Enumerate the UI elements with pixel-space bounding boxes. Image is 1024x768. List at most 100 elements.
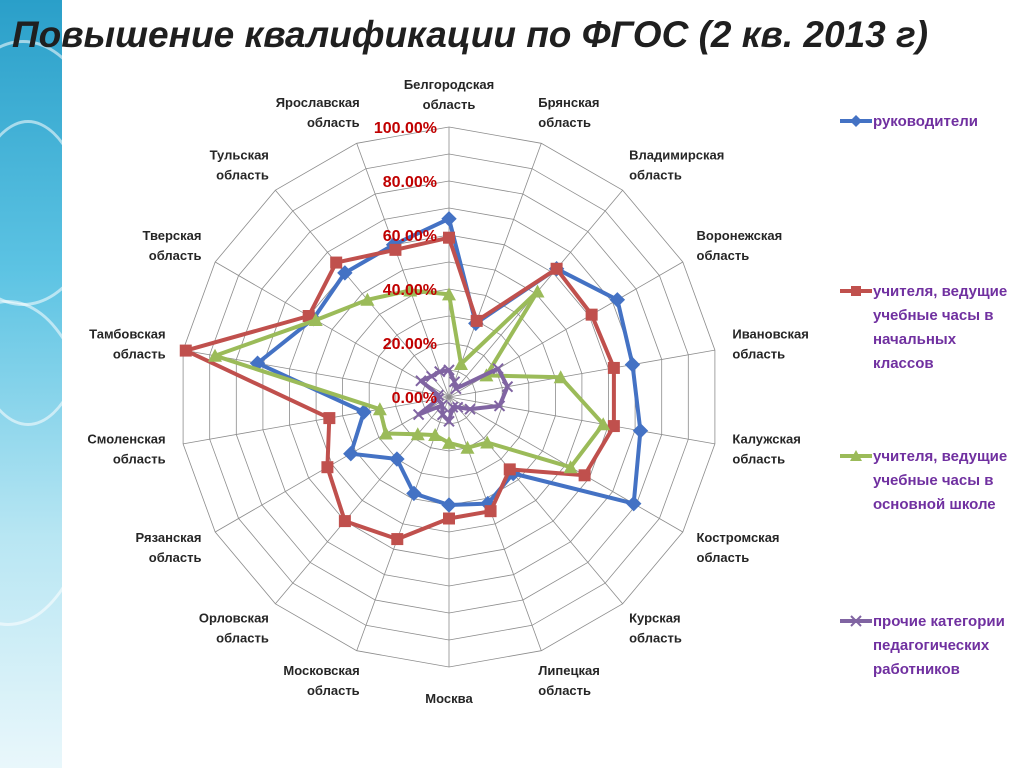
radial-tick-label: 80.00% xyxy=(383,174,437,191)
data-point xyxy=(415,375,427,387)
category-label: Владимирская область xyxy=(629,148,724,183)
data-point xyxy=(391,533,404,546)
data-point xyxy=(464,403,476,415)
category-label: Московская область xyxy=(283,663,359,698)
data-point xyxy=(443,512,455,525)
left-decorative-band xyxy=(0,0,62,768)
grid-spoke xyxy=(275,189,450,398)
grid-spoke xyxy=(356,143,450,398)
slide-title: Повышение квалификации по ФГОС (2 кв. 20… xyxy=(12,14,929,55)
radial-axis-ticks: 0.00% 20.00% 40.00% 60.00% 80.00% 100.00% xyxy=(374,120,437,407)
grid-spoke xyxy=(448,396,542,651)
data-point xyxy=(460,440,475,454)
data-point xyxy=(208,348,223,362)
data-point xyxy=(343,445,359,462)
data-point xyxy=(442,287,456,301)
data-point xyxy=(632,423,649,439)
data-point xyxy=(443,364,455,376)
data-point xyxy=(607,420,620,433)
category-label: Смоленская область xyxy=(87,431,165,466)
category-label: Воронежская область xyxy=(697,228,783,263)
data-point xyxy=(443,231,455,244)
data-point xyxy=(323,412,336,425)
data-point xyxy=(563,460,578,474)
category-label: Ивановская область xyxy=(732,327,808,362)
data-point xyxy=(360,292,375,306)
category-label: Ярославская область xyxy=(276,95,360,130)
legend-label: прочие категории педагогических работник… xyxy=(873,613,1005,678)
legend-marker xyxy=(840,615,872,627)
category-label: Тверская область xyxy=(143,228,202,263)
category-label: Москва xyxy=(425,691,473,706)
data-point xyxy=(406,485,422,502)
grid-spoke xyxy=(448,143,542,398)
data-point xyxy=(450,383,462,395)
data-point xyxy=(338,515,351,528)
data-point xyxy=(302,310,315,322)
data-point xyxy=(553,370,568,384)
grid-spoke xyxy=(448,349,715,398)
data-point xyxy=(425,370,438,383)
data-point xyxy=(442,435,456,449)
legend-marker xyxy=(840,450,872,461)
legend-marker xyxy=(840,286,872,296)
data-point xyxy=(492,362,504,375)
data-point xyxy=(451,401,464,414)
data-point xyxy=(179,344,192,357)
category-label: Орловская область xyxy=(199,610,269,645)
grid-spoke xyxy=(183,396,450,445)
legend-marker xyxy=(840,115,872,127)
data-point xyxy=(530,284,545,298)
data-point xyxy=(624,356,641,373)
grid-spoke xyxy=(448,396,623,605)
data-point xyxy=(356,404,372,420)
category-label: Тульская область xyxy=(210,148,269,183)
radial-tick-label: 0.00% xyxy=(392,390,437,407)
category-label: Рязанская область xyxy=(135,530,201,565)
category-label: Курская область xyxy=(629,610,682,645)
category-label: Липецкая область xyxy=(538,663,600,698)
data-point xyxy=(503,463,516,476)
data-point xyxy=(607,361,620,374)
data-point xyxy=(432,389,445,401)
data-point xyxy=(446,401,459,413)
category-label: Белгородская область xyxy=(404,77,494,112)
data-point xyxy=(432,393,445,405)
data-point xyxy=(501,380,514,393)
grid-spoke xyxy=(275,396,450,605)
legend-label: учителя, ведущие учебные часы в начальны… xyxy=(873,283,1008,372)
data-point xyxy=(337,265,353,281)
category-label: Тамбовская область xyxy=(89,327,165,362)
data-point xyxy=(330,256,343,269)
data-point xyxy=(470,314,483,327)
data-point xyxy=(480,435,495,449)
data-point xyxy=(434,365,446,378)
data-point xyxy=(389,243,402,256)
radial-tick-label: 100.00% xyxy=(374,120,437,137)
data-point xyxy=(436,409,449,421)
data-point xyxy=(578,469,591,482)
legend-label: руководители xyxy=(873,113,978,130)
data-point xyxy=(441,497,457,513)
category-label: Брянская область xyxy=(538,95,599,130)
category-label: Костромская область xyxy=(697,530,780,565)
series-line xyxy=(213,288,606,470)
category-label: Калужская область xyxy=(732,431,800,466)
data-point xyxy=(585,308,598,321)
data-point xyxy=(412,408,425,421)
data-point xyxy=(484,505,497,518)
data-point xyxy=(609,292,626,308)
data-point xyxy=(454,357,469,371)
data-point xyxy=(372,402,387,416)
radial-tick-label: 40.00% xyxy=(383,282,437,299)
data-point xyxy=(410,427,425,441)
data-point xyxy=(389,451,405,467)
series-4 xyxy=(412,362,514,428)
data-point xyxy=(626,495,642,512)
data-point xyxy=(428,428,443,442)
chart-series xyxy=(179,211,649,546)
data-point xyxy=(436,399,448,411)
data-point xyxy=(308,313,323,327)
legend-label: учителя, ведущие учебные часы в основной… xyxy=(873,448,1008,513)
